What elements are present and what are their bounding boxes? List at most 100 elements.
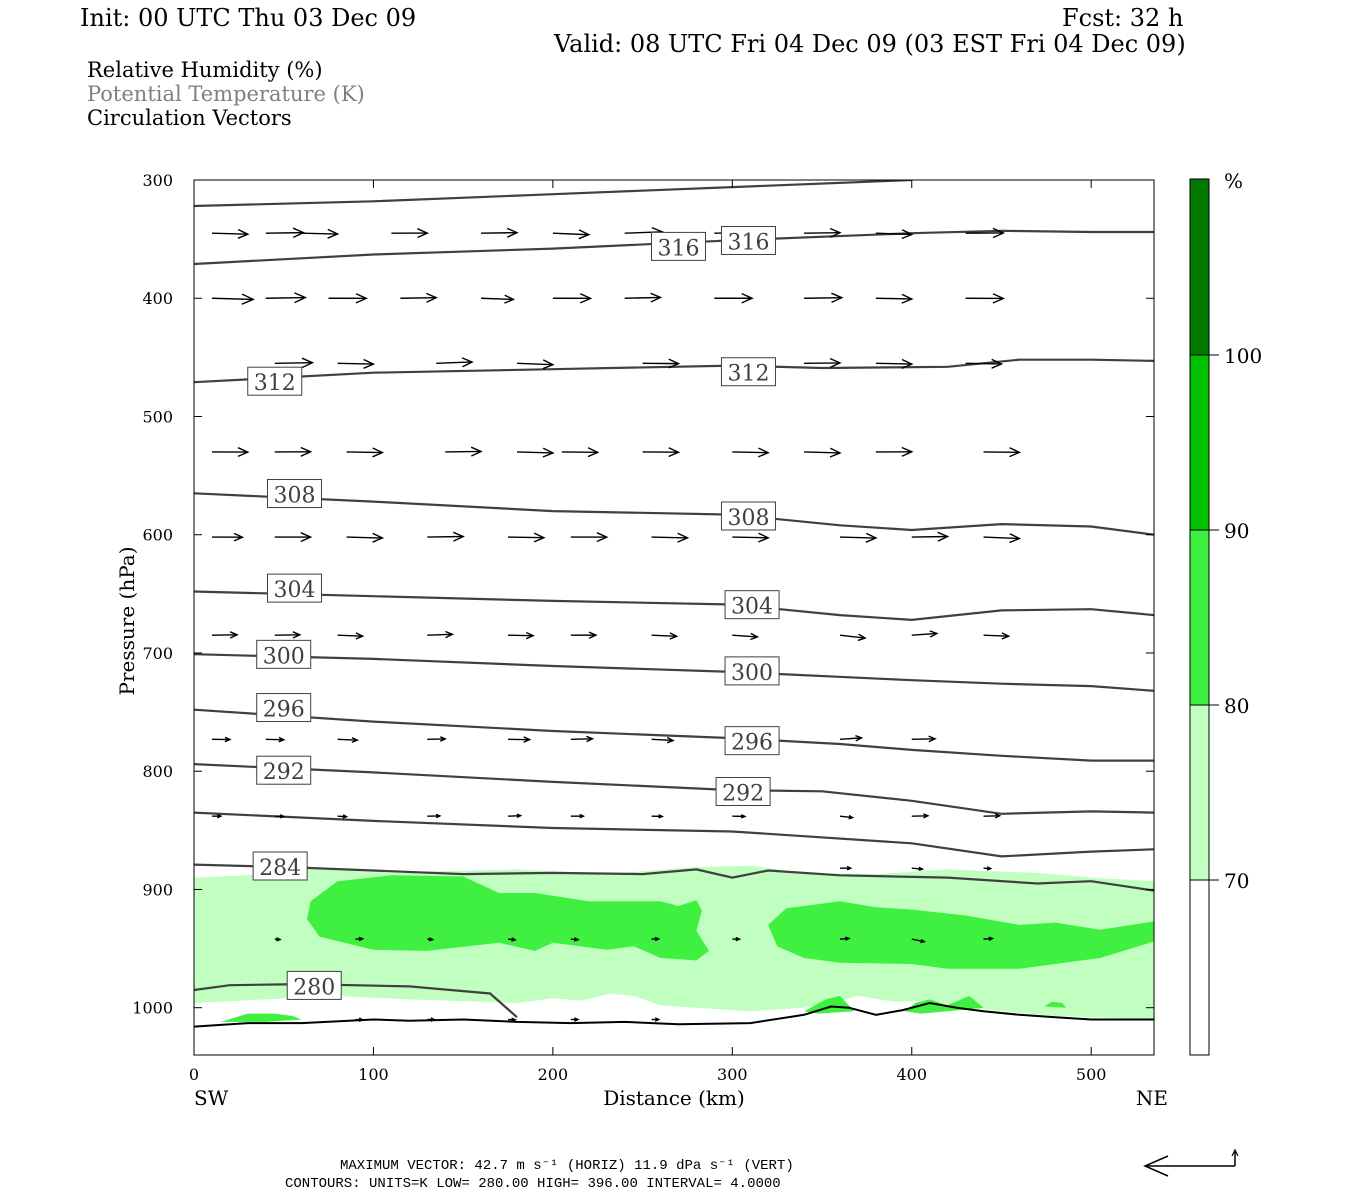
- wind-vector: [508, 532, 546, 543]
- vector-head: [669, 632, 679, 640]
- rh-region-80: [768, 901, 1154, 969]
- rh-fill-layer: [194, 865, 1154, 1022]
- vector-head: [426, 292, 438, 303]
- wind-vector: [839, 734, 864, 742]
- vector-head: [516, 813, 523, 819]
- contour-label: 300: [731, 661, 773, 686]
- vector-head: [445, 630, 455, 639]
- wind-vector: [337, 358, 376, 369]
- contour-label: 308: [273, 484, 315, 509]
- colorbar-unit: %: [1224, 169, 1243, 193]
- wind-vector: [875, 293, 914, 304]
- vector-head: [750, 632, 760, 641]
- wind-vector: [911, 813, 930, 819]
- vector-head: [453, 531, 465, 542]
- wind-vector: [642, 447, 681, 458]
- colorbar-label: 90: [1224, 519, 1249, 543]
- wind-vector: [427, 937, 435, 942]
- vector-head: [327, 228, 340, 239]
- vector-head: [1009, 447, 1022, 458]
- contour-label-box: [650, 231, 706, 261]
- colorbar: 70 80 90 100%: [1189, 169, 1262, 1056]
- vector-head: [928, 735, 937, 743]
- forecast-hour: Fcst: 32 h: [1062, 4, 1184, 32]
- vector-head: [355, 632, 365, 640]
- vector-head: [506, 227, 519, 238]
- wind-vector: [570, 631, 598, 639]
- vector-shaft: [211, 232, 248, 235]
- vector-shaft: [301, 232, 338, 235]
- vector-shaft: [911, 867, 923, 870]
- wind-vector: [804, 447, 842, 458]
- wind-vector: [427, 1017, 437, 1022]
- wind-vector: [427, 736, 447, 742]
- wind-vector: [516, 447, 555, 458]
- vector-head: [579, 813, 586, 819]
- vector-head: [991, 358, 1004, 369]
- vector-shaft: [911, 632, 937, 636]
- vector-head: [428, 937, 435, 942]
- vector-head: [358, 1017, 365, 1022]
- theta-contour-316: [194, 229, 1154, 266]
- vector-head: [588, 631, 598, 639]
- contour-label-box: [720, 225, 776, 255]
- contour-label-box: [256, 639, 312, 669]
- vector-head: [1001, 632, 1011, 640]
- wind-vector: [274, 357, 315, 369]
- vector-head: [848, 814, 855, 820]
- vector-shaft: [875, 232, 912, 236]
- vector-shaft: [265, 296, 306, 299]
- rh-region-80: [307, 875, 709, 961]
- rh-region-80: [220, 1013, 302, 1022]
- vector-head: [654, 1017, 661, 1022]
- contour-label: 292: [263, 760, 305, 785]
- vector-head: [523, 736, 532, 743]
- colorbar-segment: [1190, 179, 1209, 355]
- x-axis-label: Distance (km): [603, 1086, 745, 1110]
- vector-head: [741, 292, 754, 304]
- wind-vector: [507, 937, 517, 942]
- vector-head: [735, 936, 742, 942]
- wind-vector: [265, 736, 286, 743]
- contour-label: 316: [657, 236, 699, 261]
- vector-shaft: [427, 535, 464, 538]
- x-tick-label: 300: [717, 1065, 748, 1084]
- contour-label-box: [724, 656, 780, 686]
- contour-label: 280: [293, 975, 335, 1000]
- vector-head: [511, 937, 517, 942]
- theta-contour-312: [194, 358, 1154, 384]
- theta-contour-288: [194, 811, 1154, 858]
- wind-vector: [983, 866, 993, 871]
- contour-label: 308: [727, 506, 769, 531]
- vector-head: [829, 357, 842, 369]
- vector-head: [937, 531, 950, 542]
- colorbar-label: 70: [1224, 869, 1249, 893]
- vector-head: [677, 532, 690, 543]
- vector-shaft: [516, 362, 553, 366]
- wind-vector: [732, 936, 742, 942]
- contour-label-box: [252, 851, 308, 881]
- wind-vector: [346, 532, 385, 543]
- vector-head: [586, 735, 595, 743]
- wind-vector: [274, 631, 302, 639]
- vector-shaft: [400, 296, 437, 299]
- vector-head: [901, 358, 914, 369]
- x-tick-label: 0: [189, 1065, 199, 1084]
- colorbar-label: 100: [1224, 344, 1262, 368]
- vector-shaft: [211, 297, 254, 301]
- vector-shaft: [516, 451, 553, 454]
- wind-vector: [337, 736, 360, 744]
- vector-head: [740, 814, 747, 819]
- wind-vector: [427, 630, 455, 639]
- wind-vector: [346, 447, 385, 458]
- wind-vector: [570, 735, 595, 743]
- wind-vector: [211, 736, 232, 743]
- vector-shaft: [839, 536, 876, 539]
- y-tick-label: 600: [142, 526, 173, 545]
- vector-head: [525, 631, 535, 640]
- vector-shaft: [337, 362, 374, 365]
- vector-head: [363, 358, 376, 369]
- vector-head: [666, 736, 675, 744]
- vector-head: [355, 293, 369, 304]
- wind-vector: [274, 814, 286, 819]
